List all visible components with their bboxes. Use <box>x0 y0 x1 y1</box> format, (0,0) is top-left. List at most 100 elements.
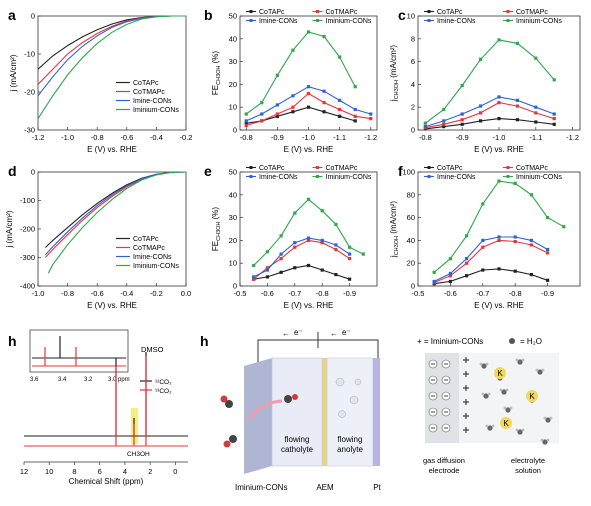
water-hydrogen <box>487 392 491 396</box>
panel-label-g: h <box>8 333 17 349</box>
point-f-0-4 <box>497 267 501 271</box>
y-tick-label-c-0: 0 <box>411 126 415 135</box>
point-e-1-0 <box>252 277 256 281</box>
point-c-3-5 <box>515 41 520 45</box>
label-electrolyte-2: solution <box>515 466 541 475</box>
legend-marker-c-3 <box>506 19 510 22</box>
water-oxygen <box>517 429 523 435</box>
point-b-2-1 <box>260 112 264 116</box>
y-axis-label-c: jCH3OH (mA/cm²) <box>389 45 400 102</box>
series-line-b-2 <box>245 86 371 122</box>
panel-label-c: c <box>398 7 406 23</box>
legend-marker-e-1 <box>316 166 319 169</box>
point-f-1-4 <box>497 238 501 242</box>
anolyte-chamber <box>326 357 374 467</box>
point-f-0-7 <box>546 278 550 282</box>
point-b-2-8 <box>369 112 373 116</box>
point-c-3-6 <box>534 56 538 60</box>
k-ion <box>500 417 512 429</box>
electron-arrow-1: ← <box>282 329 290 338</box>
panel-b: b -0.8 -0.9 -1.0 -1.1 -1.2 0 10 20 30 40 50 E (V) vs… <box>204 7 378 154</box>
inset-tick-4: 3.0 ppm <box>108 377 130 383</box>
label-electrolyte-1: electrolyte <box>511 456 545 465</box>
legend-label-f-1: CoTMAPc <box>516 165 548 172</box>
point-c-3-0 <box>423 121 427 125</box>
x-tick-label-b-0: -0.8 <box>240 133 253 142</box>
anolyte-label-2: anolyte <box>337 445 363 454</box>
y-tick-label-c-2: 4 <box>411 80 415 89</box>
point-b-1-3 <box>291 105 295 109</box>
x-tick-label-d-5: 0.0 <box>181 289 191 298</box>
water-hydrogen <box>541 368 545 372</box>
point-e-3-5 <box>320 209 324 213</box>
k-ion <box>526 390 538 402</box>
legend-label-b-0: CoTAPc <box>259 9 285 16</box>
panel-g-ticks: 12 10 8 6 4 2 0 <box>20 462 177 476</box>
point-b-2-6 <box>338 98 342 102</box>
point-b-1-2 <box>275 112 279 116</box>
point-c-3-3 <box>478 57 483 61</box>
point-f-0-5 <box>513 269 517 273</box>
x-tick-label-d-4: -0.2 <box>150 289 163 298</box>
point-c-3-2 <box>460 83 464 88</box>
x-tick-label-c-1: -0.9 <box>456 133 469 142</box>
point-e-3-2 <box>279 234 283 238</box>
panel-label-e: e <box>204 163 212 179</box>
water-oxygen <box>517 359 523 365</box>
plot-frame-a <box>37 15 187 131</box>
x-tick-label-c-4: -1.2 <box>566 133 579 142</box>
y-tick-label-b-4: 40 <box>229 34 237 43</box>
water-oxygen <box>483 393 489 399</box>
point-f-3-3 <box>481 202 485 206</box>
bubble-3 <box>338 410 346 418</box>
water-hydrogen <box>481 392 485 396</box>
label-aem: AEM <box>316 483 334 492</box>
point-b-3-3 <box>291 48 295 52</box>
legend-12co2: ¹²CO₂ <box>155 379 172 386</box>
x-axis-label-c: E (V) vs. RHE <box>474 145 524 154</box>
x-axis-label-e: E (V) vs. RHE <box>284 301 334 310</box>
series-line-f-3 <box>433 180 565 273</box>
electrolyte-region <box>459 353 559 443</box>
series-line-e-2 <box>253 237 350 278</box>
y-axis-label-b: FECH3OH (%) <box>211 51 222 96</box>
water-hydrogen <box>549 416 553 420</box>
point-f-1-5 <box>513 239 517 244</box>
legend-marker-f-3 <box>506 175 510 178</box>
legend-13co2: ¹³CO₂ <box>155 388 172 395</box>
legend-label-f-2: Imine-CONs <box>437 174 476 181</box>
y-tick-label-c-3: 6 <box>411 57 415 66</box>
series-line-f-0 <box>434 268 548 285</box>
water-hydrogen <box>485 424 489 428</box>
point-c-2-7 <box>552 112 556 116</box>
point-f-2-1 <box>448 271 452 276</box>
y-tick-label-b-5: 50 <box>229 12 237 21</box>
plot-frame-e <box>239 171 378 287</box>
series-line-a-2 <box>37 15 186 97</box>
label-pt: Pt <box>373 483 381 492</box>
label-gas-diffusion-2: electrode <box>429 466 460 475</box>
electron-arrow-2: ← <box>330 329 338 338</box>
x-tick-label-f-4: -0.9 <box>541 289 554 298</box>
point-b-1-7 <box>353 114 357 118</box>
point-c-2-0 <box>423 124 427 129</box>
point-e-2-3 <box>293 241 297 245</box>
y-tick-label-d-2: -200 <box>20 225 35 234</box>
legend-label-a-2: Imine-CONs <box>133 98 172 105</box>
y-tick-label-f-5: 100 <box>402 168 415 177</box>
x-axis-label-b: E (V) vs. RHE <box>284 145 334 154</box>
label-iminium-cons: Iminium-CONs <box>235 483 287 492</box>
legend-label-a-0: CoTAPc <box>133 80 159 87</box>
legend-label-c-3: Iminium-CONs <box>516 18 562 25</box>
legend-marker-c-0 <box>427 10 431 13</box>
g-x-tick-label-6: 0 <box>173 467 177 476</box>
plot-frame-f <box>417 171 581 287</box>
bubble-1 <box>335 377 345 387</box>
legend-label-e-0: CoTAPc <box>259 165 285 172</box>
series-line-d-2 <box>44 171 187 256</box>
water-oxygen <box>481 363 487 369</box>
water-legend-icon <box>509 338 515 344</box>
point-f-3-7 <box>546 216 550 220</box>
point-f-2-5 <box>513 235 517 239</box>
x-tick-label-e-1: -0.6 <box>261 289 274 298</box>
